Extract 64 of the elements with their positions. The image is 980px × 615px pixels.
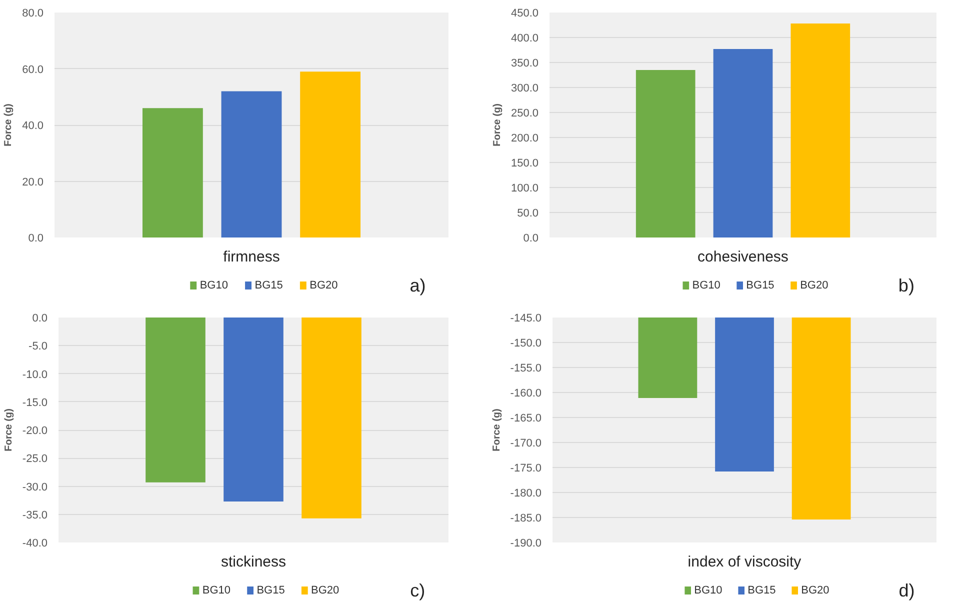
- y-tick-label: -10.0: [22, 368, 48, 381]
- y-tick-label: 450.0: [510, 8, 539, 20]
- y-axis-title: Force (g): [3, 408, 14, 452]
- y-tick-label: 60.0: [22, 64, 44, 76]
- y-tick-label: -180.0: [510, 488, 542, 500]
- y-tick-label: 20.0: [22, 176, 44, 188]
- y-axis-title: Force (g): [492, 104, 503, 146]
- y-tick-label: 300.0: [510, 82, 539, 94]
- bar: [142, 108, 203, 238]
- legend-label: BG20: [311, 584, 340, 596]
- legend-label: BG15: [746, 280, 774, 292]
- y-tick-label: 80.0: [22, 8, 44, 20]
- bar: [790, 24, 850, 238]
- y-tick-label: -150.0: [510, 338, 542, 350]
- y-tick-label: -5.0: [28, 340, 48, 353]
- legend-label: BG10: [200, 280, 228, 292]
- x-tick-label: index of viscosity: [688, 554, 802, 570]
- y-tick-label: -175.0: [510, 462, 542, 474]
- legend-label: BG20: [310, 280, 338, 292]
- y-tick-label: -160.0: [510, 388, 542, 400]
- bar: [713, 49, 773, 238]
- y-tick-label: -30.0: [22, 481, 48, 494]
- legend-label: BG20: [800, 280, 828, 292]
- y-tick-label: -15.0: [22, 396, 48, 409]
- legend-label: BG15: [254, 280, 283, 292]
- legend-label: BG10: [694, 584, 722, 596]
- y-tick-label: 400.0: [510, 32, 539, 44]
- y-tick-label: -25.0: [22, 453, 48, 466]
- x-tick-label: stickiness: [220, 554, 286, 570]
- y-tick-label: -35.0: [22, 509, 48, 522]
- bar: [300, 72, 361, 238]
- y-tick-label: 0.0: [523, 232, 539, 244]
- y-tick-label: 250.0: [510, 108, 539, 120]
- legend-label: BG15: [256, 584, 285, 596]
- text: c): [410, 580, 426, 600]
- text: d): [898, 580, 915, 600]
- legend-label: BG10: [202, 584, 230, 596]
- y-tick-label: -145.0: [510, 312, 542, 324]
- y-tick-label: 0.0: [28, 232, 44, 244]
- x-tick-label: cohesiveness: [698, 248, 788, 266]
- y-tick-label: -20.0: [22, 425, 48, 437]
- x-tick-label: firmness: [223, 248, 280, 266]
- bar: [221, 91, 282, 238]
- y-tick-label: -165.0: [510, 412, 542, 424]
- text: a): [410, 276, 426, 296]
- y-axis-title: Force (g): [3, 104, 14, 146]
- legend-label: BG10: [692, 280, 720, 292]
- y-tick-label: -155.0: [510, 362, 542, 374]
- legend-label: BG20: [801, 584, 830, 596]
- text: b): [898, 276, 914, 296]
- y-axis-title: Force (g): [491, 408, 502, 452]
- y-tick-label: 50.0: [517, 208, 539, 220]
- y-tick-label: -40.0: [22, 538, 48, 550]
- y-tick-label: 40.0: [22, 120, 44, 132]
- y-tick-label: -185.0: [510, 512, 542, 524]
- legend-label: BG15: [748, 584, 776, 596]
- y-tick-label: 0.0: [32, 312, 48, 324]
- bar: [636, 70, 696, 238]
- y-tick-label: 150.0: [510, 158, 539, 170]
- y-tick-label: -190.0: [510, 538, 542, 550]
- y-tick-label: 100.0: [510, 182, 539, 194]
- y-tick-label: 350.0: [510, 58, 539, 70]
- y-tick-label: -170.0: [510, 438, 542, 450]
- y-tick-label: 200.0: [510, 132, 539, 144]
